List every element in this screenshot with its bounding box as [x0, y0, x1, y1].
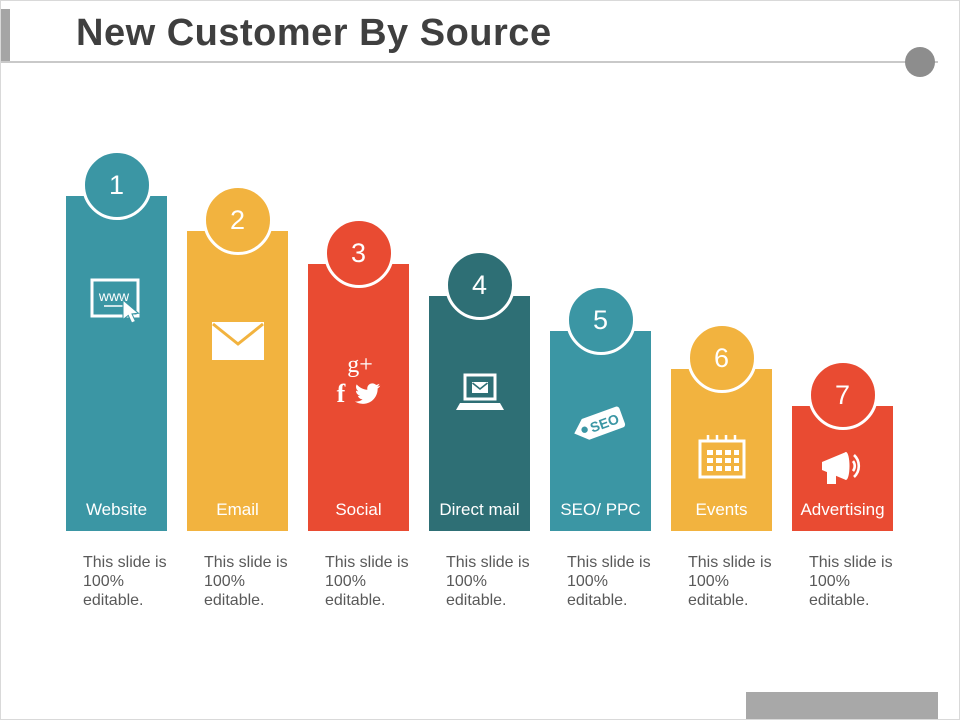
bar-number-badge: 1 [81, 150, 152, 220]
bar-number: 7 [834, 379, 851, 410]
editable-note: This slide is 100% editable. [83, 554, 167, 609]
bar-number-badge: 6 [686, 323, 757, 393]
bar-number: 2 [229, 204, 246, 235]
bar-number: 5 [592, 304, 609, 335]
bar-number-badge: 7 [807, 360, 878, 430]
editable-note: This slide is 100% editable. [809, 554, 893, 609]
title-divider [1, 61, 938, 63]
editable-note: This slide is 100% editable. [204, 554, 288, 609]
editable-note: This slide is 100% editable. [325, 554, 409, 609]
svg-text:f: f [336, 379, 345, 406]
bar-label: Events [695, 500, 748, 519]
bar-number-badge: 4 [444, 250, 515, 320]
footer-accent-bar [746, 692, 938, 719]
bar-label: SEO/ PPC [560, 500, 641, 519]
corner-accent-bar [1, 9, 10, 63]
bar-direct-mail: 4 Direct mail [429, 250, 530, 531]
social-networks-icon: g+ f [308, 352, 409, 406]
bar-advertising: 7 Advertising [792, 360, 893, 531]
bar-label: Email [216, 500, 259, 519]
bar-number-badge: 3 [323, 218, 394, 288]
bar-seo-ppc: 5 SEO SEO/ PPC [550, 285, 651, 531]
bar-number: 1 [108, 169, 125, 200]
calendar-icon [671, 433, 772, 479]
laptop-mail-icon [429, 373, 530, 415]
bar-label: Website [85, 500, 148, 519]
bar-label: Social [335, 500, 382, 519]
www-browser-icon: www [66, 278, 167, 326]
divider-dot [905, 47, 935, 77]
editable-note: This slide is 100% editable. [446, 554, 530, 609]
bar-email: 2 Email [187, 185, 288, 531]
bar-number: 4 [471, 269, 488, 300]
svg-text:www: www [97, 288, 129, 304]
page-title: New Customer By Source [76, 12, 552, 54]
editable-note: This slide is 100% editable. [688, 554, 772, 609]
bar-number: 3 [350, 237, 367, 268]
envelope-icon [187, 322, 288, 360]
svg-text:g+: g+ [347, 352, 373, 378]
seo-tag-icon: SEO [550, 403, 651, 453]
editable-note: This slide is 100% editable. [567, 554, 651, 609]
bar-label: Direct mail [439, 500, 520, 519]
bar-social: 3 g+ f Social [308, 218, 409, 531]
bar-events: 6 Events [671, 323, 772, 531]
bar-number-badge: 5 [565, 285, 636, 355]
bar-website: 1 www Website [66, 150, 167, 531]
megaphone-icon [792, 447, 893, 491]
bar-label: Advertising [800, 500, 885, 519]
bar-number-badge: 2 [202, 185, 273, 255]
bar-number: 6 [713, 342, 730, 373]
